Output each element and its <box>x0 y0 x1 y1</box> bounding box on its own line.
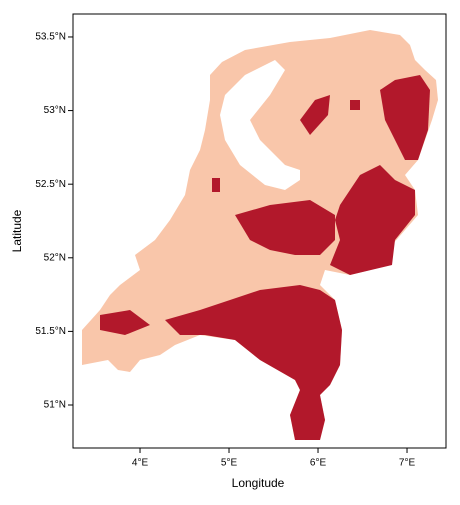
y-tick-label: 52.5°N <box>35 179 66 190</box>
y-tick-label: 51°N <box>44 400 66 411</box>
region-high <box>350 100 360 110</box>
region-high <box>165 285 342 440</box>
raster <box>82 30 438 440</box>
y-axis-label: Latitude <box>10 209 24 252</box>
x-tick-label: 5°E <box>221 458 238 469</box>
y-tick-label: 52°N <box>44 252 66 263</box>
region-high <box>100 310 150 335</box>
lake <box>220 60 300 190</box>
x-tick-label: 4°E <box>132 458 149 469</box>
region-high <box>380 75 430 160</box>
y-tick-label: 51.5°N <box>35 326 66 337</box>
x-axis-label: Longitude <box>232 476 285 490</box>
plot-frame <box>72 13 447 449</box>
y-tick-label: 53.5°N <box>35 32 66 43</box>
region-high <box>330 165 415 275</box>
region-high <box>212 178 220 192</box>
region-high <box>300 95 330 135</box>
region-high <box>235 200 335 255</box>
y-tick-label: 53°N <box>44 105 66 116</box>
x-tick-label: 7°E <box>399 458 416 469</box>
x-tick-label: 6°E <box>310 458 327 469</box>
